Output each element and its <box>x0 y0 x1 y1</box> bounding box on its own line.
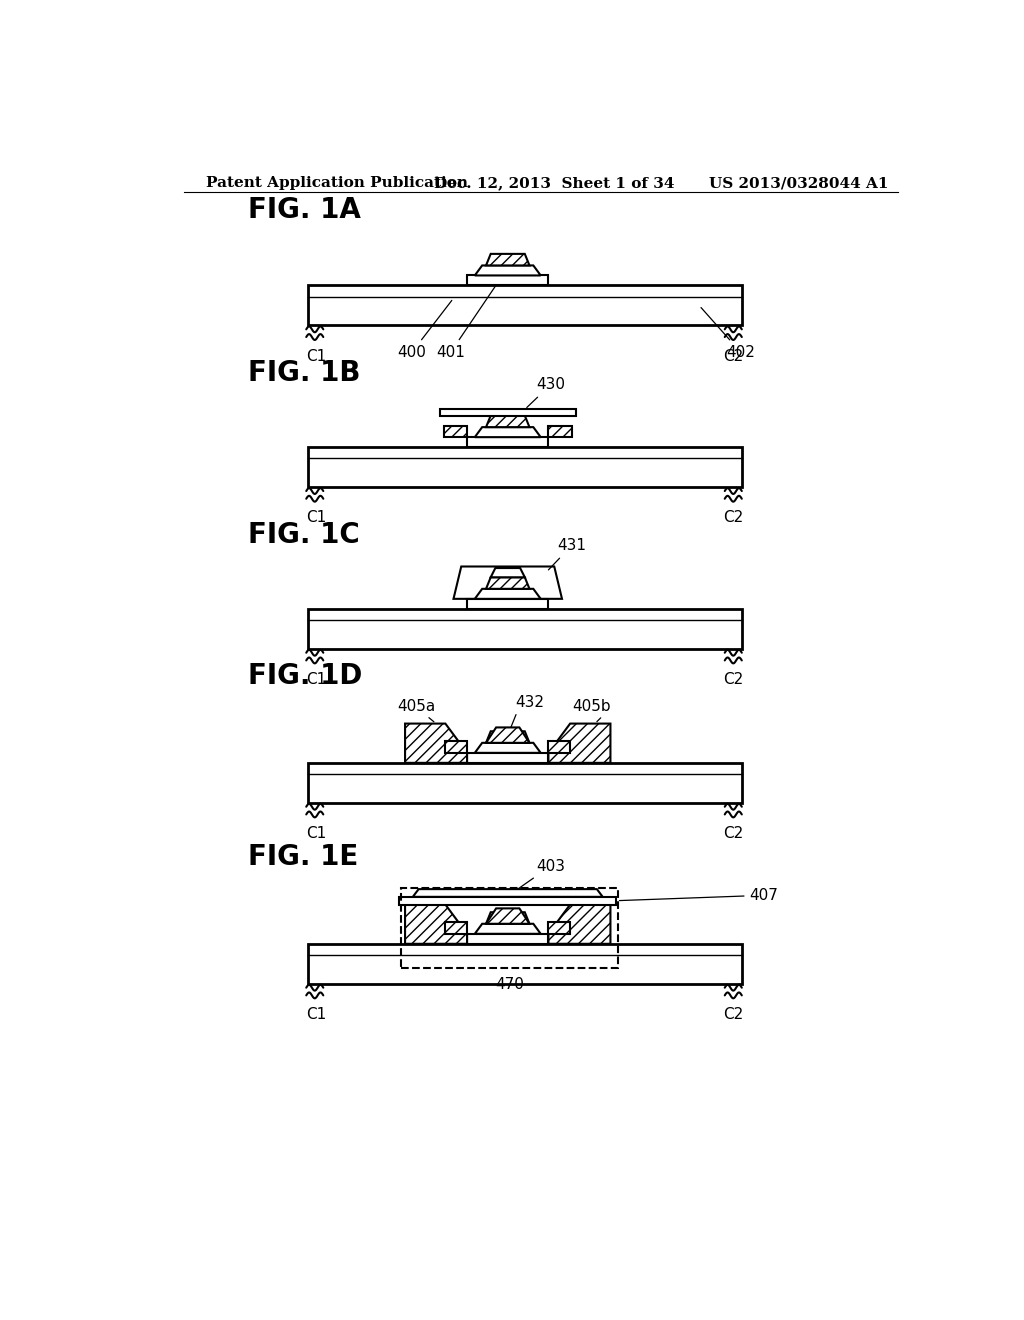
Bar <box>549 425 571 437</box>
Text: C1: C1 <box>306 826 327 841</box>
Polygon shape <box>475 428 541 437</box>
Text: 431: 431 <box>549 539 586 570</box>
Text: C1: C1 <box>306 511 327 525</box>
Text: 401: 401 <box>436 284 497 360</box>
Text: 470: 470 <box>496 977 524 993</box>
Bar <box>445 742 467 752</box>
Bar <box>308 447 741 487</box>
Polygon shape <box>549 904 610 944</box>
Text: FIG. 1E: FIG. 1E <box>248 842 358 871</box>
Text: 405a: 405a <box>397 700 436 714</box>
Polygon shape <box>486 253 529 265</box>
Text: 430: 430 <box>526 378 565 408</box>
Text: Patent Application Publication: Patent Application Publication <box>206 176 468 190</box>
Text: C2: C2 <box>723 1007 743 1022</box>
Text: FIG. 1A: FIG. 1A <box>248 195 361 224</box>
Bar <box>308 944 741 983</box>
Text: 407: 407 <box>620 888 778 903</box>
Bar <box>308 285 741 326</box>
Text: C1: C1 <box>306 672 327 686</box>
Text: C1: C1 <box>306 348 327 363</box>
Bar <box>308 763 741 803</box>
Polygon shape <box>486 727 529 743</box>
Bar <box>443 425 467 437</box>
Bar <box>308 609 741 649</box>
Bar <box>440 409 575 416</box>
Bar <box>467 276 549 285</box>
Polygon shape <box>486 731 529 743</box>
Polygon shape <box>486 577 529 589</box>
Polygon shape <box>413 890 603 896</box>
Polygon shape <box>475 743 541 752</box>
Text: 402: 402 <box>701 308 755 360</box>
Bar <box>549 742 570 752</box>
Text: 405b: 405b <box>571 700 610 714</box>
Bar <box>549 923 570 933</box>
Text: 403: 403 <box>518 859 565 890</box>
Text: FIG. 1C: FIG. 1C <box>248 521 359 549</box>
Bar <box>467 599 549 609</box>
Text: 400: 400 <box>397 301 452 360</box>
Polygon shape <box>549 723 610 763</box>
Polygon shape <box>475 265 541 276</box>
Bar <box>399 896 616 904</box>
Polygon shape <box>490 568 524 577</box>
Text: US 2013/0328044 A1: US 2013/0328044 A1 <box>710 176 889 190</box>
Text: Dec. 12, 2013  Sheet 1 of 34: Dec. 12, 2013 Sheet 1 of 34 <box>434 176 675 190</box>
Text: C2: C2 <box>723 826 743 841</box>
Text: C2: C2 <box>723 511 743 525</box>
Text: C1: C1 <box>306 1007 327 1022</box>
Text: 432: 432 <box>515 694 545 710</box>
Text: C2: C2 <box>723 672 743 686</box>
Bar <box>401 887 618 968</box>
Text: FIG. 1B: FIG. 1B <box>248 359 360 387</box>
Polygon shape <box>475 589 541 599</box>
Bar <box>467 437 549 447</box>
Bar <box>467 752 549 763</box>
Polygon shape <box>486 908 529 924</box>
Bar <box>467 933 549 944</box>
Polygon shape <box>486 912 529 924</box>
Bar <box>445 923 467 933</box>
Polygon shape <box>475 924 541 933</box>
Polygon shape <box>486 416 529 428</box>
Polygon shape <box>406 723 467 763</box>
Polygon shape <box>406 904 467 944</box>
Text: FIG. 1D: FIG. 1D <box>248 661 362 689</box>
Text: C2: C2 <box>723 348 743 363</box>
